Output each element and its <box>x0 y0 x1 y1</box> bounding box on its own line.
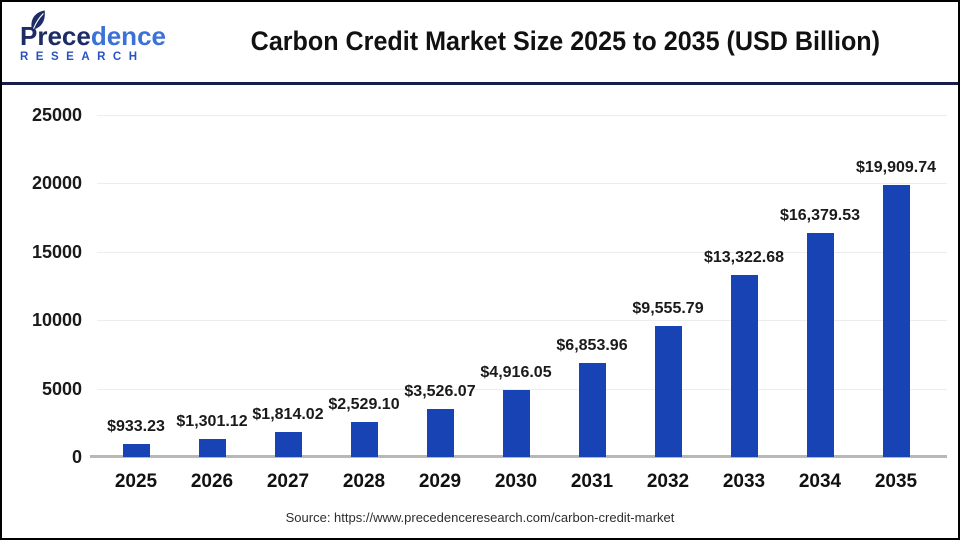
x-axis-tick-label: 2025 <box>114 471 158 492</box>
bar-2025 <box>122 444 150 457</box>
bar-value-label: $16,379.53 <box>779 206 861 224</box>
x-axis-tick-label: 2033 <box>722 471 766 492</box>
bar-value-label: $933.23 <box>107 418 165 436</box>
leaf-icon <box>25 8 52 39</box>
bar-value-label: $9,555.79 <box>632 300 704 318</box>
y-axis-tick-label: 5000 <box>41 378 82 399</box>
bar-value-label: $6,853.96 <box>556 337 628 355</box>
bar-2032 <box>654 326 682 457</box>
gridline-10000 <box>97 320 947 322</box>
bar-2035 <box>882 184 910 457</box>
x-axis-tick-label: 2032 <box>646 471 690 492</box>
x-axis-tick-label: 2027 <box>266 471 310 492</box>
x-axis-tick-label: 2031 <box>570 471 614 492</box>
bar-2026 <box>198 439 226 457</box>
logo-subtitle: RESEARCH <box>20 51 145 63</box>
gridline-5000 <box>97 388 947 390</box>
bar-value-label: $19,909.74 <box>855 158 937 176</box>
x-axis-tick-label: 2029 <box>418 471 462 492</box>
bar-2030 <box>502 389 530 457</box>
bar-2028 <box>350 422 378 457</box>
bar-value-label: $3,526.07 <box>404 382 476 400</box>
x-axis-tick-label: 2026 <box>190 471 234 492</box>
gridline-15000 <box>97 251 947 253</box>
y-axis-tick-label: 15000 <box>31 241 82 262</box>
bar-2027 <box>274 432 302 457</box>
y-axis-tick-label: 0 <box>71 447 82 467</box>
bar-2034 <box>806 232 834 457</box>
bar-value-label: $13,322.68 <box>703 248 785 266</box>
x-axis-tick-label: 2034 <box>798 471 842 492</box>
gridline-25000 <box>97 115 947 116</box>
bar-2033 <box>730 274 758 457</box>
header: Precedence RESEARCH Carbon Credit Market… <box>2 2 958 82</box>
y-axis-tick-label: 10000 <box>31 310 82 331</box>
chart-title: Carbon Credit Market Size 2025 to 2035 (… <box>250 26 880 56</box>
bar-value-label: $1,301.12 <box>176 413 248 431</box>
bar-2031 <box>578 363 606 457</box>
precedence-research-logo: Precedence RESEARCH <box>20 10 166 63</box>
bar-value-label: $1,814.02 <box>252 406 324 424</box>
x-axis-tick-label: 2035 <box>874 471 918 492</box>
x-axis-tick-label: 2028 <box>342 471 386 492</box>
gridline-20000 <box>97 183 947 185</box>
y-axis-tick-label: 20000 <box>31 173 82 194</box>
y-axis-tick-label: 25000 <box>31 105 82 125</box>
source-link-text: Source: https://www.precedenceresearch.c… <box>285 510 675 525</box>
bar-value-label: $4,916.05 <box>480 363 552 381</box>
bar-2029 <box>426 408 454 457</box>
header-divider <box>2 82 958 85</box>
logo-text-secondary: dence <box>90 21 166 51</box>
x-axis-tick-label: 2030 <box>494 471 538 492</box>
bar-value-label: $2,529.10 <box>328 396 400 414</box>
